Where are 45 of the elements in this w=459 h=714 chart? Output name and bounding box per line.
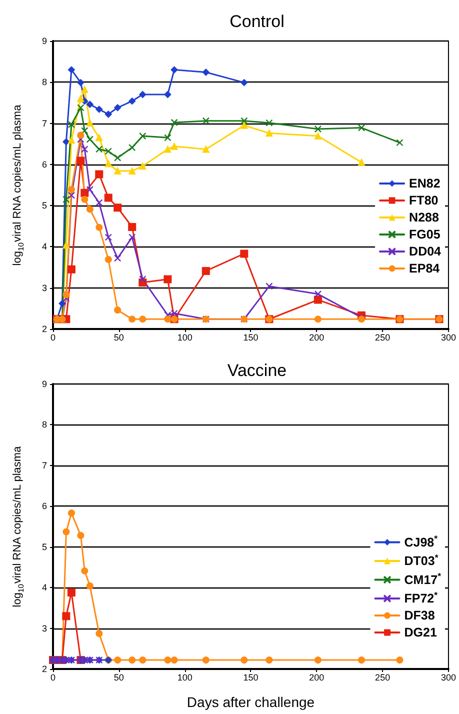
- x-tick-label: 200: [309, 672, 324, 682]
- x-axis-title: Days after challenge: [186, 694, 315, 710]
- y-tick-label: 7: [42, 460, 47, 470]
- x-tick-label: 50: [114, 672, 124, 682]
- x-tick-label: 100: [177, 672, 192, 682]
- y-tick-label: 8: [42, 77, 47, 88]
- x-tick-label: 300: [440, 672, 456, 682]
- y-tick-label: 2: [42, 664, 47, 674]
- y-tick-label: 3: [42, 282, 47, 293]
- x-tick-label: 50: [114, 332, 124, 342]
- y-tick-label: 4: [42, 242, 47, 252]
- x-tick-label: 0: [50, 332, 56, 342]
- legend-label: FG05: [409, 228, 440, 242]
- x-tick-label: 100: [177, 332, 192, 342]
- y-tick-label: 6: [42, 159, 47, 170]
- x-tick-label: 250: [375, 672, 390, 682]
- x-tick-label: 150: [243, 672, 258, 682]
- legend-label: CM17*: [404, 571, 442, 587]
- chart-title: Vaccine: [227, 361, 287, 380]
- x-tick-label: 300: [440, 332, 456, 342]
- legend-label: EN82: [409, 176, 440, 190]
- legend-label: CJ98*: [404, 534, 438, 550]
- legend-label: FT80: [409, 194, 438, 208]
- x-tick-label: 200: [309, 332, 324, 342]
- legend-label: FP72*: [404, 590, 438, 606]
- y-tick-label: 6: [42, 501, 47, 512]
- y-tick-label: 9: [42, 379, 47, 389]
- legend-label: DT03*: [404, 552, 439, 568]
- legend-label: DD04: [409, 244, 442, 258]
- chart-title: Control: [230, 12, 284, 31]
- legend-label: N288: [409, 210, 439, 224]
- y-tick-label: 8: [42, 420, 47, 430]
- y-tick-label: 9: [42, 36, 47, 46]
- y-tick-label: 5: [42, 200, 47, 211]
- legend-label: DF38: [404, 608, 435, 622]
- y-tick-label: 5: [42, 542, 47, 552]
- y-tick-label: 3: [42, 623, 47, 634]
- x-tick-label: 250: [375, 332, 390, 342]
- legend-label: EP84: [409, 262, 440, 276]
- legend-label: DG21: [404, 626, 437, 640]
- y-tick-label: 2: [42, 324, 47, 334]
- x-tick-label: 150: [243, 332, 258, 342]
- x-tick-label: 0: [50, 672, 56, 682]
- y-tick-label: 4: [42, 582, 47, 593]
- y-tick-label: 7: [42, 118, 47, 128]
